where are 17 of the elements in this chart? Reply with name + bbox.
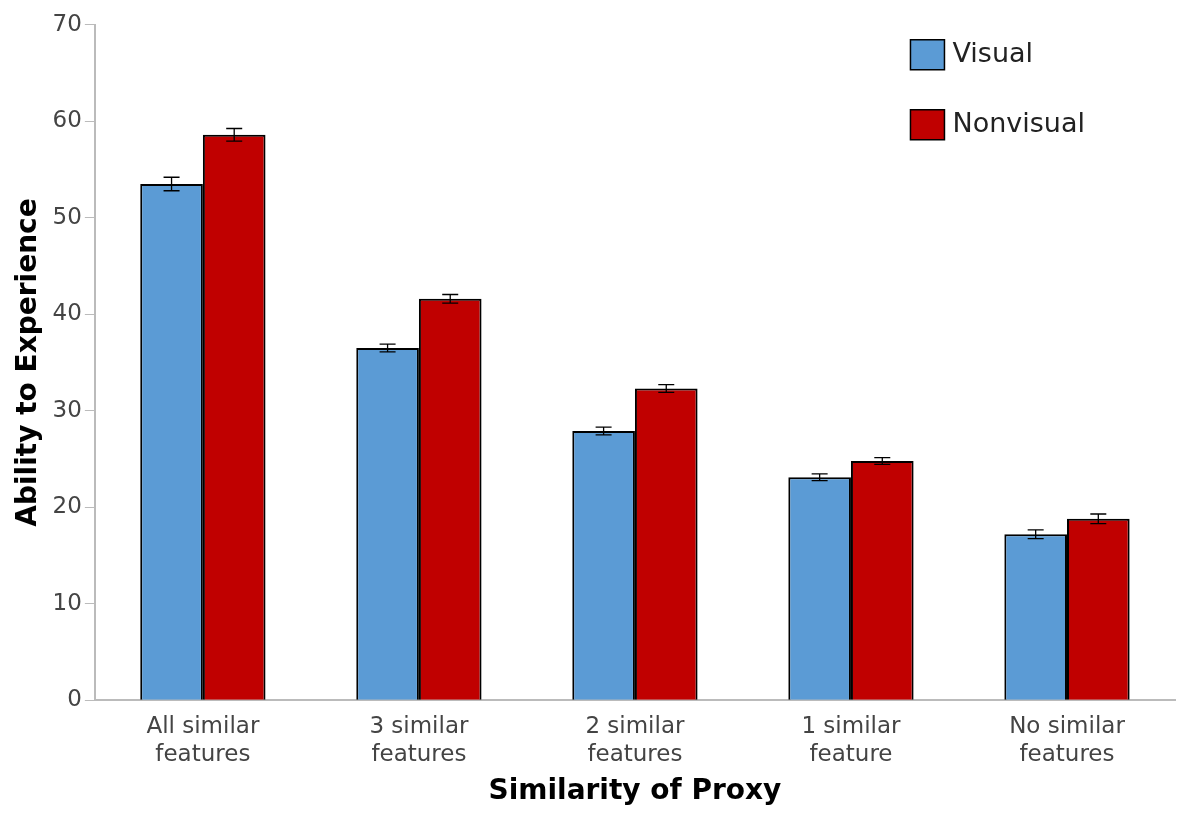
x-tick-label: No similar features bbox=[1009, 711, 1126, 766]
legend-label: Visual bbox=[952, 36, 1034, 68]
y-tick-label: 50 bbox=[52, 202, 82, 229]
legend-label: Nonvisual bbox=[952, 106, 1086, 138]
x-tick-label: 2 similar features bbox=[585, 711, 685, 766]
y-tick-label: 60 bbox=[52, 106, 82, 133]
y-tick-label: 70 bbox=[52, 9, 82, 36]
x-tick-label: All similar features bbox=[146, 711, 260, 766]
y-tick-label: 40 bbox=[52, 299, 82, 326]
x-axis-title: Similarity of Proxy bbox=[488, 773, 782, 807]
y-tick-label: 0 bbox=[67, 685, 82, 712]
y-tick-label: 30 bbox=[52, 395, 82, 422]
x-tick-label: 1 similar feature bbox=[801, 711, 902, 766]
y-tick-label: 10 bbox=[52, 588, 82, 615]
x-tick-label: 3 similar features bbox=[369, 711, 469, 766]
y-axis-title: Ability to Experience bbox=[10, 198, 44, 527]
y-tick-label: 20 bbox=[52, 492, 82, 519]
